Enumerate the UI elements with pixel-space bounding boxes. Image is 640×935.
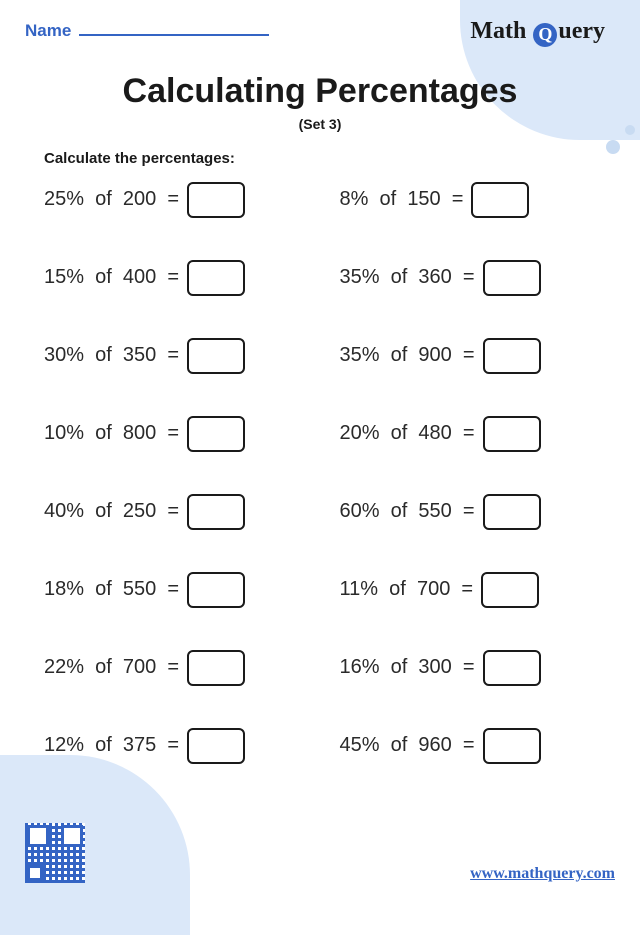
problem-row: 25% of 200 = <box>44 182 305 218</box>
problem-expression: 35% of 900 = <box>340 344 475 367</box>
problem-expression: 45% of 960 = <box>340 734 475 757</box>
problem-expression: 18% of 550 = <box>44 578 179 601</box>
problem-row: 30% of 350 = <box>44 338 305 374</box>
answer-box[interactable] <box>483 494 541 530</box>
problem-row: 60% of 550 = <box>340 494 601 530</box>
answer-box[interactable] <box>187 182 245 218</box>
logo-q-icon: Q <box>533 23 557 47</box>
header: Name Math Query <box>0 0 640 47</box>
name-input-line[interactable] <box>79 18 269 36</box>
qr-code-icon <box>25 823 85 883</box>
name-section: Name <box>25 18 269 41</box>
problem-row: 45% of 960 = <box>340 728 601 764</box>
answer-box[interactable] <box>481 572 539 608</box>
problem-expression: 10% of 800 = <box>44 422 179 445</box>
problem-expression: 16% of 300 = <box>340 656 475 679</box>
problem-row: 18% of 550 = <box>44 572 305 608</box>
problem-row: 35% of 360 = <box>340 260 601 296</box>
answer-box[interactable] <box>187 494 245 530</box>
problem-row: 12% of 375 = <box>44 728 305 764</box>
problem-row: 16% of 300 = <box>340 650 601 686</box>
problem-row: 40% of 250 = <box>44 494 305 530</box>
answer-box[interactable] <box>187 572 245 608</box>
problem-row: 22% of 700 = <box>44 650 305 686</box>
problem-expression: 15% of 400 = <box>44 266 179 289</box>
problem-expression: 35% of 360 = <box>340 266 475 289</box>
answer-box[interactable] <box>187 416 245 452</box>
footer: www.mathquery.com <box>0 823 640 883</box>
name-label: Name <box>25 21 71 41</box>
problem-expression: 60% of 550 = <box>340 500 475 523</box>
problem-expression: 40% of 250 = <box>44 500 179 523</box>
problem-row: 15% of 400 = <box>44 260 305 296</box>
logo: Math Query <box>470 18 615 47</box>
page-subtitle: (Set 3) <box>0 116 640 132</box>
instruction-text: Calculate the percentages: <box>44 150 640 167</box>
logo-text-left: Math <box>470 18 526 44</box>
problem-expression: 30% of 350 = <box>44 344 179 367</box>
problem-row: 20% of 480 = <box>340 416 601 452</box>
problem-row: 11% of 700 = <box>340 572 601 608</box>
problem-row: 10% of 800 = <box>44 416 305 452</box>
problem-expression: 20% of 480 = <box>340 422 475 445</box>
problem-expression: 12% of 375 = <box>44 734 179 757</box>
problems-grid: 25% of 200 = 8% of 150 = 15% of 400 = 35% o… <box>0 167 640 764</box>
answer-box[interactable] <box>483 728 541 764</box>
answer-box[interactable] <box>483 260 541 296</box>
answer-box[interactable] <box>187 650 245 686</box>
answer-box[interactable] <box>187 728 245 764</box>
answer-box[interactable] <box>483 416 541 452</box>
logo-text-right: uery <box>558 18 605 44</box>
problem-expression: 22% of 700 = <box>44 656 179 679</box>
problem-row: 8% of 150 = <box>340 182 601 218</box>
problem-expression: 25% of 200 = <box>44 188 179 211</box>
problem-row: 35% of 900 = <box>340 338 601 374</box>
page-title: Calculating Percentages <box>0 72 640 111</box>
answer-box[interactable] <box>471 182 529 218</box>
answer-box[interactable] <box>483 338 541 374</box>
answer-box[interactable] <box>187 260 245 296</box>
answer-box[interactable] <box>483 650 541 686</box>
website-link[interactable]: www.mathquery.com <box>470 865 615 883</box>
answer-box[interactable] <box>187 338 245 374</box>
title-section: Calculating Percentages (Set 3) <box>0 72 640 132</box>
problem-expression: 8% of 150 = <box>340 188 464 211</box>
problem-expression: 11% of 700 = <box>340 578 474 601</box>
